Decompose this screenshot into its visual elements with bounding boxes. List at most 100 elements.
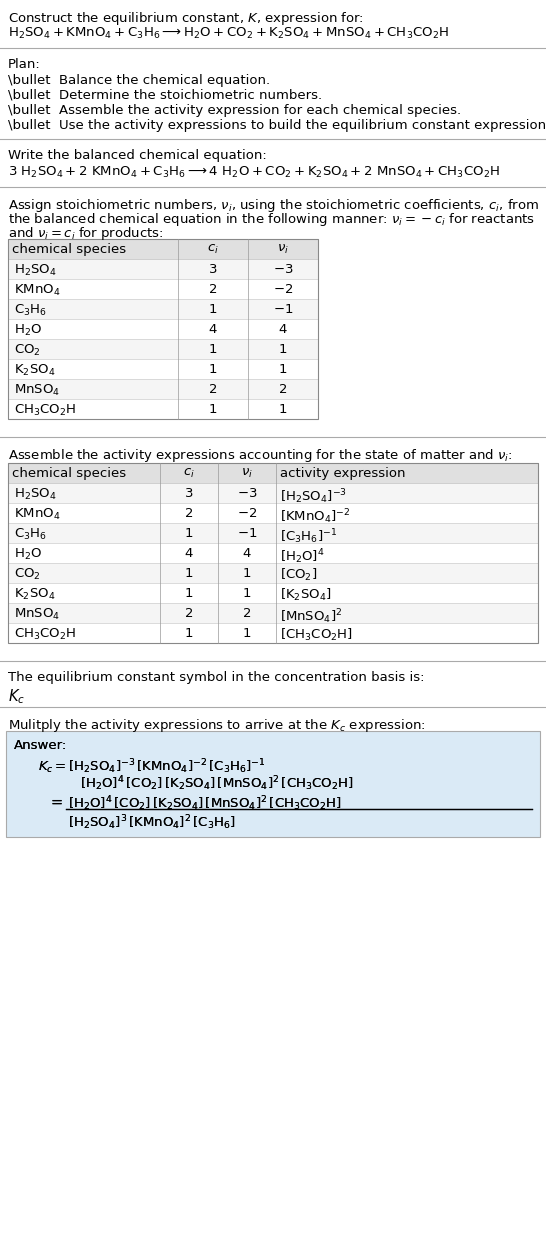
Bar <box>8 279 318 299</box>
Text: $K_c = [\mathrm{H_2SO_4}]^{-3}\,[\mathrm{KMnO_4}]^{-2}\,[\mathrm{C_3H_6}]^{-1}$: $K_c = [\mathrm{H_2SO_4}]^{-3}\,[\mathrm… <box>38 757 266 776</box>
Bar <box>8 379 318 399</box>
Text: $[\mathrm{H_2O}]^4$: $[\mathrm{H_2O}]^4$ <box>280 546 324 566</box>
Bar <box>8 463 538 643</box>
Text: $\nu_i$: $\nu_i$ <box>241 467 253 479</box>
Text: $\mathrm{C_3H_6}$: $\mathrm{C_3H_6}$ <box>14 527 47 543</box>
Text: 3: 3 <box>185 487 193 501</box>
Text: $1$: $1$ <box>278 343 288 356</box>
Text: 1: 1 <box>209 403 217 416</box>
Text: $-3$: $-3$ <box>237 487 257 501</box>
Text: $2$: $2$ <box>278 383 288 396</box>
Text: $-2$: $-2$ <box>237 507 257 520</box>
Text: 4: 4 <box>209 323 217 336</box>
Text: $[\mathrm{H_2SO_4}]^3\,[\mathrm{KMnO_4}]^2\,[\mathrm{C_3H_6}]$: $[\mathrm{H_2SO_4}]^3\,[\mathrm{KMnO_4}]… <box>68 813 236 831</box>
Bar <box>8 339 318 359</box>
Text: $\nu_i$: $\nu_i$ <box>277 243 289 256</box>
Text: $1$: $1$ <box>278 363 288 375</box>
Bar <box>6 731 540 838</box>
Text: chemical species: chemical species <box>12 243 126 256</box>
Text: and $\nu_i = c_i$ for products:: and $\nu_i = c_i$ for products: <box>8 225 164 242</box>
Text: $[\mathrm{H_2SO_4}]^{-3}$: $[\mathrm{H_2SO_4}]^{-3}$ <box>280 487 347 506</box>
Bar <box>8 318 318 339</box>
Text: $K_c$: $K_c$ <box>8 686 25 706</box>
Text: $\mathrm{H_2SO_4}$: $\mathrm{H_2SO_4}$ <box>14 487 57 502</box>
Bar <box>8 463 538 483</box>
Text: Construct the equilibrium constant, $K$, expression for:: Construct the equilibrium constant, $K$,… <box>8 10 364 27</box>
Text: 3: 3 <box>209 263 217 276</box>
Text: $c_i$: $c_i$ <box>183 467 195 479</box>
Text: 4: 4 <box>185 546 193 560</box>
Text: $\mathrm{MnSO_4}$: $\mathrm{MnSO_4}$ <box>14 607 60 622</box>
Text: $c_i$: $c_i$ <box>207 243 219 256</box>
Text: $[\mathrm{KMnO_4}]^{-2}$: $[\mathrm{KMnO_4}]^{-2}$ <box>280 507 351 525</box>
Text: $\mathrm{H_2O}$: $\mathrm{H_2O}$ <box>14 323 42 338</box>
Text: $[\mathrm{K_2SO_4}]$: $[\mathrm{K_2SO_4}]$ <box>280 587 331 603</box>
Bar <box>8 399 318 419</box>
Text: \bullet  Assemble the activity expression for each chemical species.: \bullet Assemble the activity expression… <box>8 104 461 116</box>
Text: $\mathrm{CO_2}$: $\mathrm{CO_2}$ <box>14 343 41 358</box>
Text: Write the balanced chemical equation:: Write the balanced chemical equation: <box>8 149 267 162</box>
Text: $1$: $1$ <box>242 587 252 600</box>
Text: $[\mathrm{H_2O}]^4\,[\mathrm{CO_2}]\,[\mathrm{K_2SO_4}]\,[\mathrm{MnSO_4}]^2\,[\: $[\mathrm{H_2O}]^4\,[\mathrm{CO_2}]\,[\m… <box>80 774 354 793</box>
Text: 2: 2 <box>185 507 193 520</box>
Text: $[\mathrm{H_2O}]^4\,[\mathrm{CO_2}]\,[\mathrm{K_2SO_4}]\,[\mathrm{MnSO_4}]^2\,[\: $[\mathrm{H_2O}]^4\,[\mathrm{CO_2}]\,[\m… <box>80 774 354 793</box>
Text: activity expression: activity expression <box>280 467 406 479</box>
Bar <box>8 239 318 259</box>
Text: $\mathrm{H_2O}$: $\mathrm{H_2O}$ <box>14 546 42 563</box>
Text: $\mathrm{H_2SO_4}$: $\mathrm{H_2SO_4}$ <box>14 263 57 278</box>
Bar <box>8 503 538 523</box>
Text: $[\mathrm{H_2O}]^4\,[\mathrm{CO_2}]\,[\mathrm{K_2SO_4}]\,[\mathrm{MnSO_4}]^2\,[\: $[\mathrm{H_2O}]^4\,[\mathrm{CO_2}]\,[\m… <box>68 794 342 813</box>
Bar <box>8 299 318 318</box>
Bar <box>8 359 318 379</box>
Text: Mulitply the activity expressions to arrive at the $K_c$ expression:: Mulitply the activity expressions to arr… <box>8 717 426 733</box>
Bar <box>8 603 538 623</box>
Text: $\mathrm{K_2SO_4}$: $\mathrm{K_2SO_4}$ <box>14 587 55 602</box>
Text: $\mathrm{CH_3CO_2H}$: $\mathrm{CH_3CO_2H}$ <box>14 627 76 642</box>
Text: 1: 1 <box>209 363 217 375</box>
Text: $1$: $1$ <box>242 627 252 641</box>
Text: $\mathrm{KMnO_4}$: $\mathrm{KMnO_4}$ <box>14 507 61 522</box>
Text: 1: 1 <box>209 343 217 356</box>
Text: 2: 2 <box>209 282 217 296</box>
Text: $4$: $4$ <box>242 546 252 560</box>
Text: $\mathrm{C_3H_6}$: $\mathrm{C_3H_6}$ <box>14 304 47 318</box>
Text: $[\mathrm{H_2O}]^4\,[\mathrm{CO_2}]\,[\mathrm{K_2SO_4}]\,[\mathrm{MnSO_4}]^2\,[\: $[\mathrm{H_2O}]^4\,[\mathrm{CO_2}]\,[\m… <box>68 794 342 813</box>
Text: 1: 1 <box>185 627 193 641</box>
Text: $-1$: $-1$ <box>273 304 293 316</box>
Text: $\mathrm{MnSO_4}$: $\mathrm{MnSO_4}$ <box>14 383 60 398</box>
Text: $-3$: $-3$ <box>273 263 293 276</box>
Text: $[\mathrm{CH_3CO_2H}]$: $[\mathrm{CH_3CO_2H}]$ <box>280 627 353 643</box>
Text: 1: 1 <box>185 527 193 540</box>
Text: $\mathrm{CO_2}$: $\mathrm{CO_2}$ <box>14 567 41 582</box>
Bar <box>8 523 538 543</box>
Text: $1$: $1$ <box>278 403 288 416</box>
Text: $\mathrm{3\ H_2SO_4 + 2\ KMnO_4 + C_3H_6 \longrightarrow 4\ H_2O + CO_2 + K_2SO_: $\mathrm{3\ H_2SO_4 + 2\ KMnO_4 + C_3H_6… <box>8 165 500 180</box>
Text: $K_c = [\mathrm{H_2SO_4}]^{-3}\,[\mathrm{KMnO_4}]^{-2}\,[\mathrm{C_3H_6}]^{-1}$: $K_c = [\mathrm{H_2SO_4}]^{-3}\,[\mathrm… <box>38 757 266 776</box>
Text: $\mathrm{CH_3CO_2H}$: $\mathrm{CH_3CO_2H}$ <box>14 403 76 418</box>
Bar <box>8 584 538 603</box>
Text: $=$: $=$ <box>48 793 63 809</box>
Text: Answer:: Answer: <box>14 738 67 752</box>
Text: Plan:: Plan: <box>8 58 41 71</box>
Bar <box>8 623 538 643</box>
Text: Answer:: Answer: <box>14 738 67 752</box>
Text: $\mathrm{K_2SO_4}$: $\mathrm{K_2SO_4}$ <box>14 363 55 378</box>
Bar <box>8 239 318 419</box>
Text: Assign stoichiometric numbers, $\nu_i$, using the stoichiometric coefficients, $: Assign stoichiometric numbers, $\nu_i$, … <box>8 197 539 214</box>
Text: $-2$: $-2$ <box>273 282 293 296</box>
Text: $[\mathrm{C_3H_6}]^{-1}$: $[\mathrm{C_3H_6}]^{-1}$ <box>280 527 337 545</box>
Bar <box>8 483 538 503</box>
Text: $[\mathrm{H_2SO_4}]^3\,[\mathrm{KMnO_4}]^2\,[\mathrm{C_3H_6}]$: $[\mathrm{H_2SO_4}]^3\,[\mathrm{KMnO_4}]… <box>68 813 236 831</box>
Text: Assemble the activity expressions accounting for the state of matter and $\nu_i$: Assemble the activity expressions accoun… <box>8 447 513 463</box>
Text: $-1$: $-1$ <box>237 527 257 540</box>
Text: $2$: $2$ <box>242 607 252 620</box>
Text: \bullet  Determine the stoichiometric numbers.: \bullet Determine the stoichiometric num… <box>8 89 322 102</box>
Text: 1: 1 <box>185 567 193 580</box>
Text: \bullet  Use the activity expressions to build the equilibrium constant expressi: \bullet Use the activity expressions to … <box>8 119 546 133</box>
Text: $[\mathrm{CO_2}]$: $[\mathrm{CO_2}]$ <box>280 567 317 584</box>
Text: the balanced chemical equation in the following manner: $\nu_i = -c_i$ for react: the balanced chemical equation in the fo… <box>8 211 535 228</box>
Bar <box>8 259 318 279</box>
Text: The equilibrium constant symbol in the concentration basis is:: The equilibrium constant symbol in the c… <box>8 672 424 684</box>
Bar <box>8 563 538 584</box>
Text: $[\mathrm{MnSO_4}]^2$: $[\mathrm{MnSO_4}]^2$ <box>280 607 342 626</box>
